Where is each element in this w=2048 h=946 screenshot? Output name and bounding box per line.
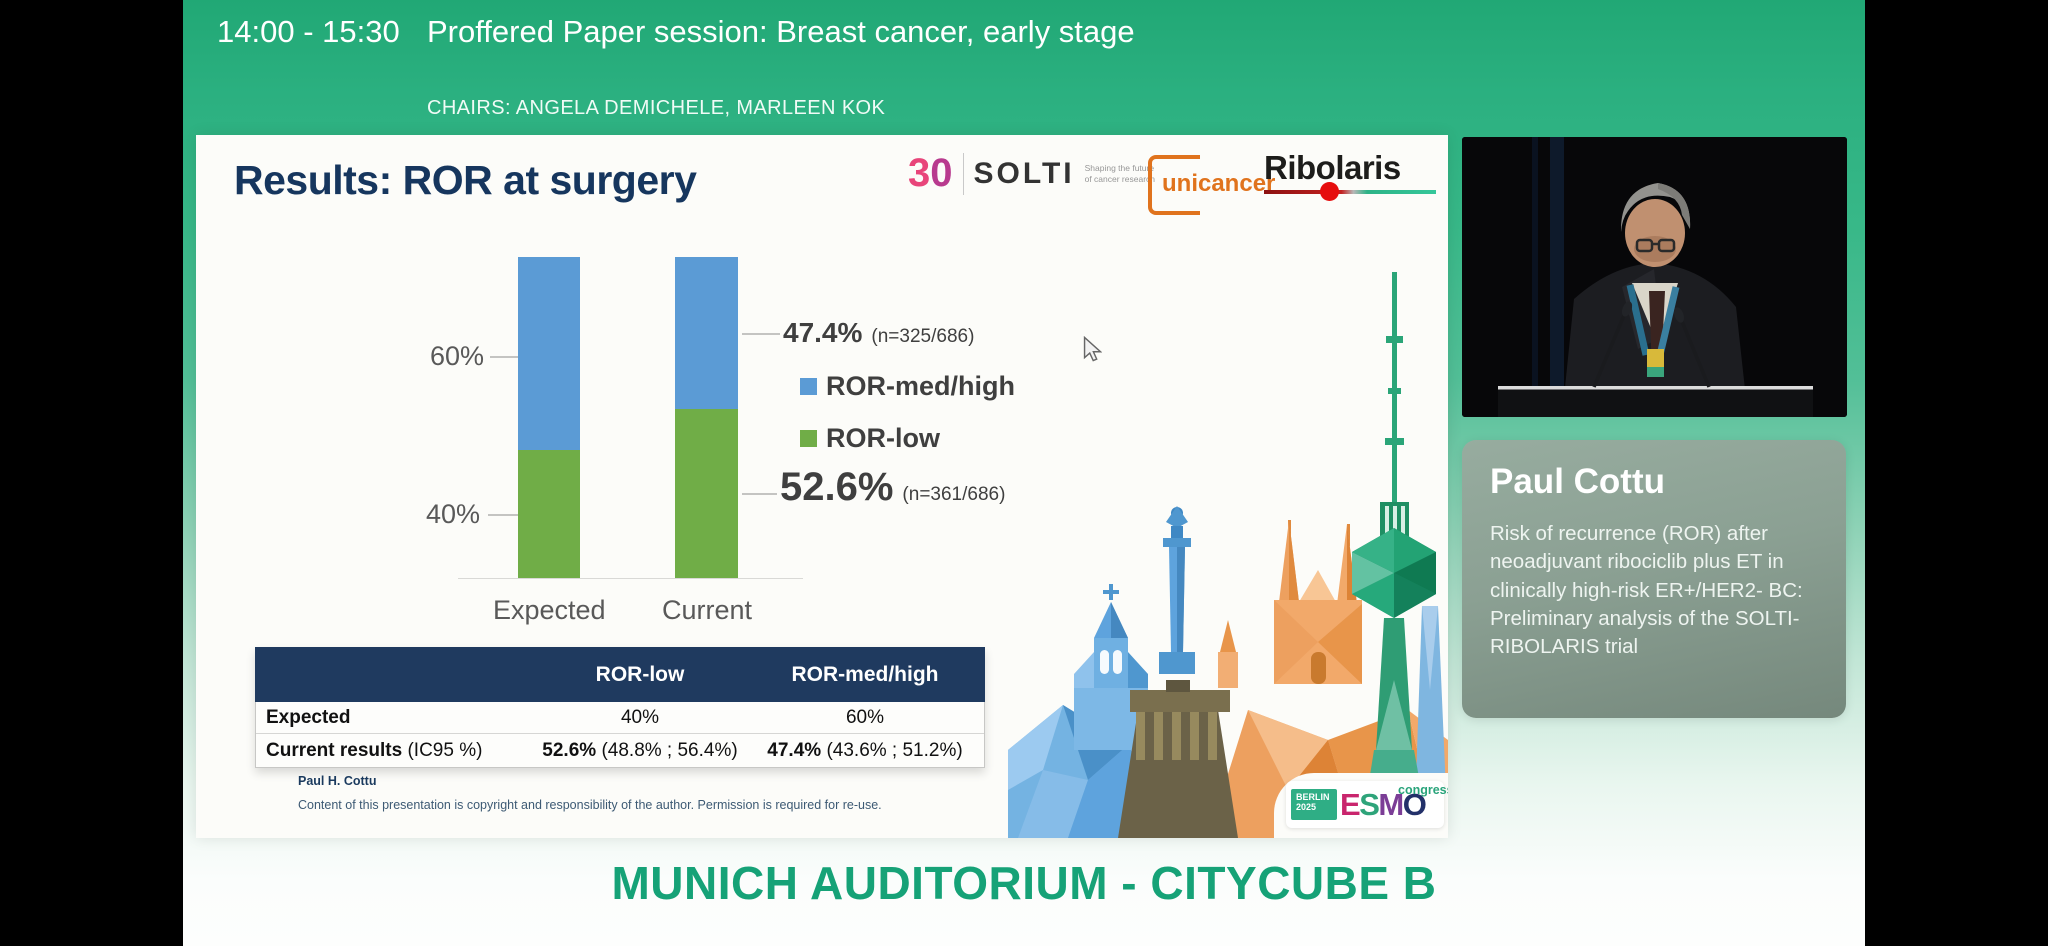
category-current: Current <box>661 595 753 625</box>
expected-ror-med-high-value: 60% <box>845 706 885 728</box>
expected-ror-low-value: 40% <box>620 706 660 728</box>
row-label-expected: Expected <box>266 706 351 728</box>
legend-swatch-green-icon <box>800 430 817 447</box>
speaker-name: Paul Cottu <box>1490 462 1665 501</box>
session-title: Proffered Paper session: Breast cancer, … <box>427 14 1135 49</box>
logo-divider <box>962 152 964 195</box>
annotation-52-pct: 52.6% <box>780 465 894 509</box>
ribolaris-logo: Ribolaris <box>1264 149 1436 201</box>
solti-logo-text: SOLTI <box>973 156 1075 190</box>
annotation-47-n: (n=325/686) <box>871 326 975 347</box>
ribolaris-logo-text: Ribolaris <box>1264 149 1401 186</box>
table-row-current: Current results (IC95 %) 52.6% (48.8% ; … <box>256 734 984 767</box>
legend-label-med-high: ROR-med/high <box>826 371 1015 401</box>
berlin-skyline-artwork <box>1008 272 1448 838</box>
solti-tagline: Shaping the future of cancer research <box>1084 163 1156 184</box>
bar-current <box>675 257 738 578</box>
unicancer-logo: unicancer <box>1148 155 1298 215</box>
speaker-video-feed[interactable] <box>1462 137 1847 417</box>
solti-30-anniversary-icon: 30 <box>908 151 953 195</box>
slide-copyright: Content of this presentation is copyrigh… <box>298 798 882 812</box>
table-header-row: ROR-low ROR-med/high <box>255 647 985 702</box>
speaker-card: Paul Cottu Risk of recurrence (ROR) afte… <box>1462 440 1846 718</box>
ytick-60: 60% <box>429 341 484 371</box>
unicancer-bracket-icon <box>1148 155 1200 215</box>
current-ror-low-value: 52.6% (48.8% ; 56.4%) <box>542 739 738 761</box>
annotation-ror-med-high: 47.4% (n=325/686) <box>783 317 974 349</box>
slide-author: Paul H. Cottu <box>298 774 377 788</box>
table-body: Expected 40% 60% Current results (IC95 %… <box>255 702 985 768</box>
esmo-congress-text: congress <box>1398 783 1448 797</box>
esmo-congress-logo: BERLIN 2025 ESMO congress <box>1286 781 1448 828</box>
leader-line-47 <box>742 333 780 335</box>
ytick-40: 40% <box>425 499 480 529</box>
category-expected: Expected <box>493 595 606 625</box>
bar-expected-ror-med-high <box>518 257 580 450</box>
ribolaris-dot-icon <box>1320 182 1339 201</box>
chart-baseline <box>458 578 803 579</box>
ribolaris-underline <box>1264 182 1436 201</box>
legend-ror-low: ROR-low <box>800 423 940 454</box>
annotation-47-pct: 47.4% <box>783 317 863 348</box>
session-time: 14:00 - 15:30 <box>217 14 400 49</box>
legend-ror-med-high: ROR-med/high <box>800 371 1015 402</box>
table-row-expected: Expected 40% 60% <box>256 702 984 734</box>
session-chairs: CHAIRS: ANGELA DEMICHELE, MARLEEN KOK <box>427 97 886 119</box>
bar-current-ror-low <box>675 409 738 578</box>
cursor-icon <box>1083 336 1102 362</box>
slide: Results: ROR at surgery 30 SOLTI Shaping… <box>196 135 1448 838</box>
leader-line-40 <box>488 514 518 516</box>
table-header-ror-med-high: ROR-med/high <box>791 662 939 686</box>
leader-line-60 <box>490 356 518 358</box>
leader-line-52 <box>742 493 777 495</box>
speaker-video-frame <box>1462 137 1847 417</box>
bar-expected-ror-low <box>518 450 580 578</box>
solti-logo: 30 SOLTI Shaping the future of cancer re… <box>908 151 1163 196</box>
bar-expected <box>518 257 580 578</box>
esmo-berlin-2025-tag: BERLIN 2025 <box>1291 789 1337 820</box>
legend-swatch-blue-icon <box>800 378 817 395</box>
webcast-canvas: 14:00 - 15:30 Proffered Paper session: B… <box>183 0 1865 946</box>
table-header-ror-low: ROR-low <box>595 662 685 686</box>
annotation-ror-low: 52.6% (n=361/686) <box>780 465 1005 510</box>
row-label-current-note: (IC95 %) <box>402 739 483 761</box>
row-label-current: Current results (IC95 %) <box>266 739 483 761</box>
unicancer-logo-text: unicancer <box>1162 170 1276 197</box>
results-table: ROR-low ROR-med/high Expected 40% 60% Cu… <box>255 647 985 768</box>
annotation-52-n: (n=361/686) <box>902 484 1006 505</box>
legend-label-low: ROR-low <box>826 423 940 453</box>
current-ror-med-high-value: 47.4% (43.6% ; 51.2%) <box>767 739 963 761</box>
venue-banner: MUNICH AUDITORIUM - CITYCUBE B <box>611 857 1437 909</box>
bar-current-ror-med-high <box>675 257 738 409</box>
speaker-talk-title: Risk of recurrence (ROR) after neoadjuva… <box>1490 522 1803 659</box>
slide-title: Results: ROR at surgery <box>234 157 697 203</box>
esmo-logo-text: ESMO <box>1340 787 1427 822</box>
